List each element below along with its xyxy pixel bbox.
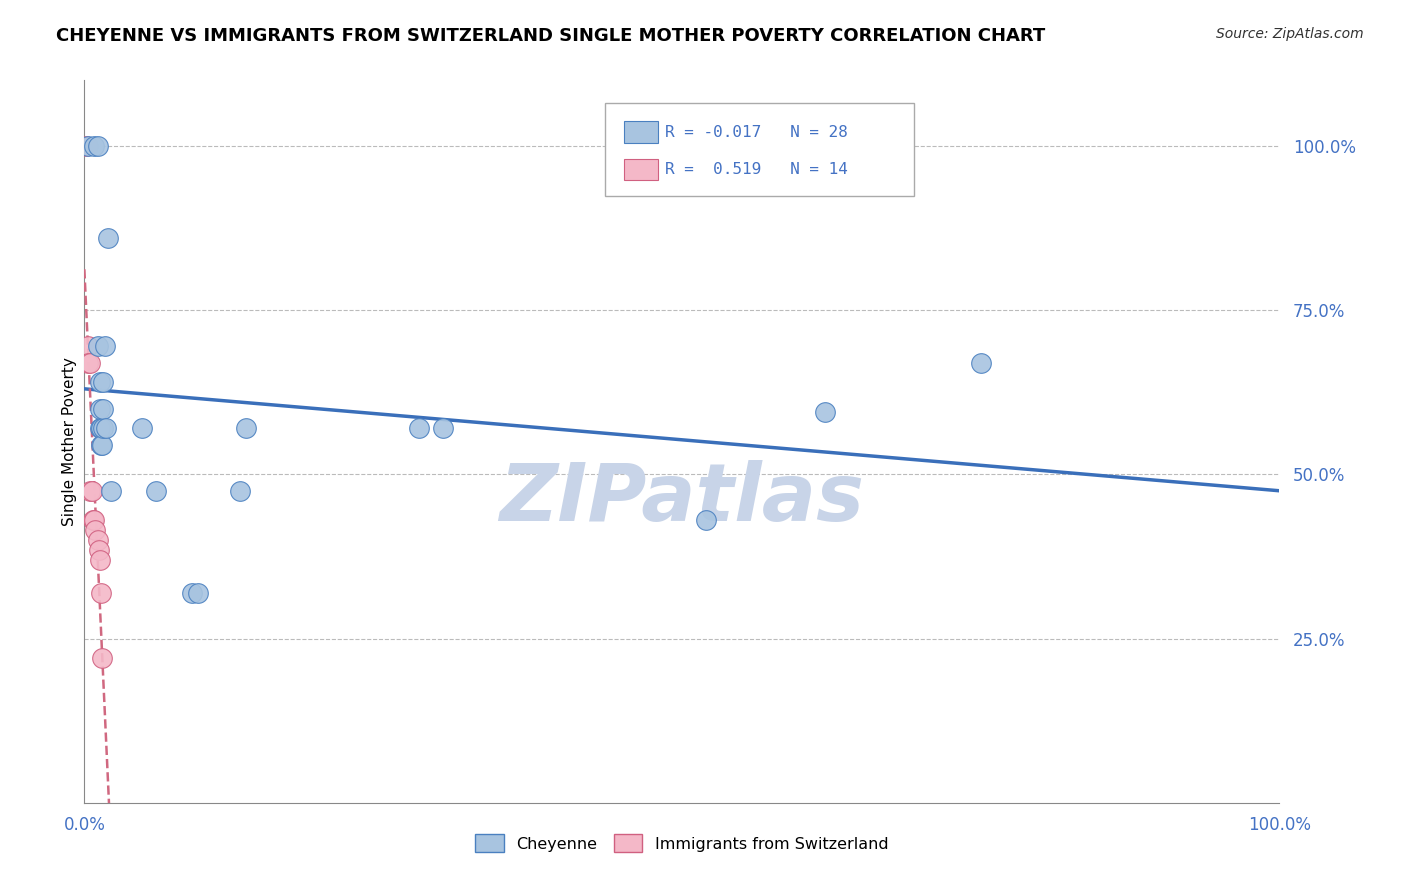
Point bbox=[87, 542, 110, 557]
Point bbox=[93, 376, 115, 390]
Point bbox=[82, 513, 104, 527]
Point bbox=[97, 231, 120, 245]
Point bbox=[131, 421, 153, 435]
Text: R =  0.519   N = 14: R = 0.519 N = 14 bbox=[665, 162, 848, 177]
Point bbox=[77, 139, 100, 153]
Point bbox=[86, 339, 108, 353]
Point bbox=[100, 483, 122, 498]
Point bbox=[89, 553, 111, 567]
Y-axis label: Single Mother Poverty: Single Mother Poverty bbox=[62, 357, 77, 526]
Point bbox=[91, 438, 114, 452]
Point bbox=[77, 356, 100, 370]
Point bbox=[408, 421, 430, 435]
Point bbox=[89, 421, 111, 435]
Legend: Cheyenne, Immigrants from Switzerland: Cheyenne, Immigrants from Switzerland bbox=[467, 827, 897, 860]
Point bbox=[181, 585, 204, 599]
Point bbox=[84, 523, 107, 537]
Point bbox=[93, 401, 115, 416]
Point bbox=[79, 483, 101, 498]
Point bbox=[75, 139, 97, 153]
Point bbox=[432, 421, 454, 435]
Point bbox=[814, 405, 837, 419]
Text: R = -0.017   N = 28: R = -0.017 N = 28 bbox=[665, 125, 848, 139]
Point bbox=[145, 483, 167, 498]
Point bbox=[93, 339, 115, 353]
Point bbox=[83, 513, 105, 527]
Point bbox=[89, 401, 111, 416]
Point bbox=[970, 356, 993, 370]
Text: ZIPatlas: ZIPatlas bbox=[499, 460, 865, 539]
Point bbox=[187, 585, 209, 599]
Point bbox=[89, 376, 111, 390]
Point bbox=[83, 139, 105, 153]
Text: CHEYENNE VS IMMIGRANTS FROM SWITZERLAND SINGLE MOTHER POVERTY CORRELATION CHART: CHEYENNE VS IMMIGRANTS FROM SWITZERLAND … bbox=[56, 27, 1046, 45]
Point bbox=[80, 483, 103, 498]
Point bbox=[91, 651, 114, 665]
Point bbox=[229, 483, 252, 498]
Point bbox=[695, 513, 717, 527]
Point bbox=[77, 339, 100, 353]
Point bbox=[90, 438, 112, 452]
Point bbox=[90, 421, 112, 435]
Point bbox=[79, 356, 101, 370]
Point bbox=[94, 421, 117, 435]
Point bbox=[86, 139, 108, 153]
Text: Source: ZipAtlas.com: Source: ZipAtlas.com bbox=[1216, 27, 1364, 41]
Point bbox=[86, 533, 108, 547]
Point bbox=[90, 585, 112, 599]
Point bbox=[235, 421, 257, 435]
Point bbox=[93, 421, 115, 435]
